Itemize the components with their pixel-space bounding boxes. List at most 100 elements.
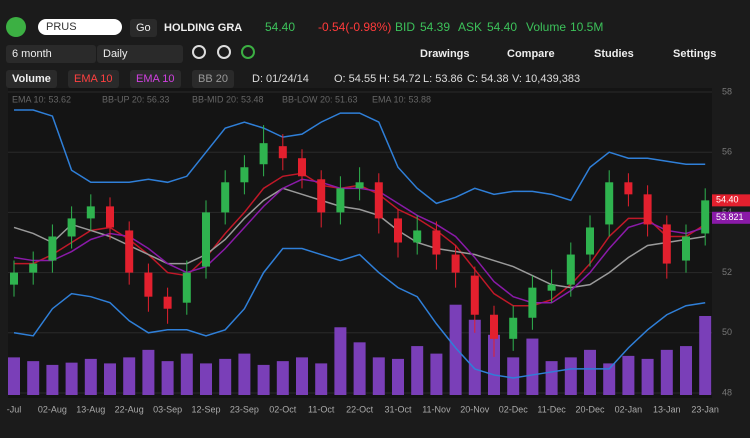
candle-body <box>682 236 690 261</box>
price-tag-label: 54.40 <box>716 195 739 205</box>
x-tick-label: 11-Nov <box>422 404 451 414</box>
candle-body <box>144 272 153 297</box>
studies-button[interactable]: Studies <box>594 48 634 60</box>
candle-body <box>163 296 172 309</box>
volume-bar <box>584 349 596 395</box>
settings-button[interactable]: Settings <box>673 48 717 60</box>
study-ema-2[interactable]: EMA 10 <box>130 70 181 88</box>
volume-bar <box>449 304 462 395</box>
ohlc-close: C: 54.38 <box>467 73 509 85</box>
candle-body <box>624 182 633 195</box>
candle-body <box>470 275 479 315</box>
interval-select[interactable]: Daily <box>97 45 183 63</box>
candle-body <box>374 182 383 219</box>
candle-body <box>643 194 652 225</box>
x-tick-label: 02-Jan <box>615 404 643 414</box>
volume-bar <box>161 361 174 395</box>
x-tick-label: 02-Aug <box>38 404 67 414</box>
volume-bar <box>353 342 366 395</box>
x-tick-label: 13-Aug <box>76 404 105 414</box>
legend-entry: EMA 10: 53.62 <box>12 94 71 104</box>
volume-bar <box>526 338 539 395</box>
volume-bar <box>699 315 712 395</box>
candle-body <box>490 314 498 339</box>
volume-bar <box>507 357 520 395</box>
volume-bar <box>238 353 251 395</box>
price-tag-label: 53.821 <box>716 212 744 222</box>
candle-body <box>662 224 671 264</box>
volume-bar <box>430 353 443 395</box>
candle-body <box>125 230 134 273</box>
volume-label: Volume <box>526 20 567 34</box>
volume-bar <box>27 361 40 395</box>
study-bb[interactable]: BB 20 <box>192 70 234 88</box>
candle-body <box>278 146 287 159</box>
candle-body <box>701 200 710 234</box>
ask-label: ASK <box>458 20 483 34</box>
candle-body <box>547 284 556 291</box>
indicator-line <box>13 247 706 379</box>
study-ema[interactable]: EMA 10 <box>68 70 119 88</box>
x-tick-label: 22-Aug <box>115 404 144 414</box>
ohlc-open: O: 54.55 <box>334 73 377 85</box>
volume-bar <box>564 357 577 395</box>
x-tick-label: 03-Sep <box>153 404 182 414</box>
ohlc-date: D: 01/24/14 <box>252 73 309 85</box>
volume-bar <box>468 319 481 395</box>
reset[interactable] <box>241 45 255 59</box>
volume-bar <box>296 357 308 395</box>
legend-entry: EMA 10: 53.88 <box>372 94 431 104</box>
volume-bar <box>411 346 424 395</box>
y-tick-label: 58 <box>722 86 732 96</box>
go-button[interactable]: Go <box>130 19 157 37</box>
volume-bar <box>180 353 193 395</box>
volume-bar <box>219 358 232 395</box>
y-tick-label: 52 <box>722 267 732 277</box>
ask: 54.40 <box>487 20 518 34</box>
last-price: 54.40 <box>265 20 296 34</box>
legend-entry: BB-LOW 20: 51.63 <box>282 94 358 104</box>
candle-body <box>259 143 268 165</box>
x-tick-label: 02-Dec <box>499 404 529 414</box>
volume-bar <box>8 357 20 395</box>
volume-bar <box>104 363 116 395</box>
price-tag <box>712 211 750 224</box>
study-volume[interactable]: Volume <box>6 70 57 88</box>
zoom-out[interactable] <box>217 45 231 59</box>
y-tick-label: 48 <box>722 387 732 397</box>
y-tick-label: 54 <box>722 207 732 217</box>
x-tick-label: 31-Oct <box>384 404 412 414</box>
candle-body <box>566 254 575 285</box>
candle-body <box>451 254 460 273</box>
y-tick-label: 56 <box>722 147 732 157</box>
compare-button[interactable]: Compare <box>507 48 555 60</box>
volume-bar <box>488 334 500 395</box>
candle-body <box>67 218 76 237</box>
symbol-input[interactable]: PRUS <box>38 19 122 35</box>
x-tick-label: 13-Jan <box>653 404 681 414</box>
candle-body <box>29 263 38 273</box>
candle-body <box>106 206 114 228</box>
zoom-in[interactable] <box>192 45 206 59</box>
volume-bar <box>545 361 558 395</box>
candle-body <box>240 167 249 183</box>
x-tick-label: 02-Oct <box>269 404 297 414</box>
candle-body <box>355 182 364 189</box>
x-tick-label: 11-Oct <box>308 404 335 414</box>
candle-body <box>394 218 402 243</box>
ohlc-volume: V: 10,439,383 <box>512 73 581 85</box>
x-tick-label: 20-Nov <box>460 404 490 414</box>
x-tick-label: 11-Dec <box>537 404 566 414</box>
period-select[interactable]: 6 month <box>6 45 96 63</box>
logo[interactable] <box>6 17 26 37</box>
candle-body <box>586 227 594 255</box>
volume-bar <box>603 363 616 395</box>
candle-body <box>298 158 306 177</box>
volume-bar <box>334 327 347 395</box>
candle-body <box>605 182 614 225</box>
change: -0.54(-0.98%) <box>318 20 392 34</box>
legend-entry: BB-UP 20: 56.33 <box>102 94 169 104</box>
drawings-button[interactable]: Drawings <box>420 48 470 60</box>
